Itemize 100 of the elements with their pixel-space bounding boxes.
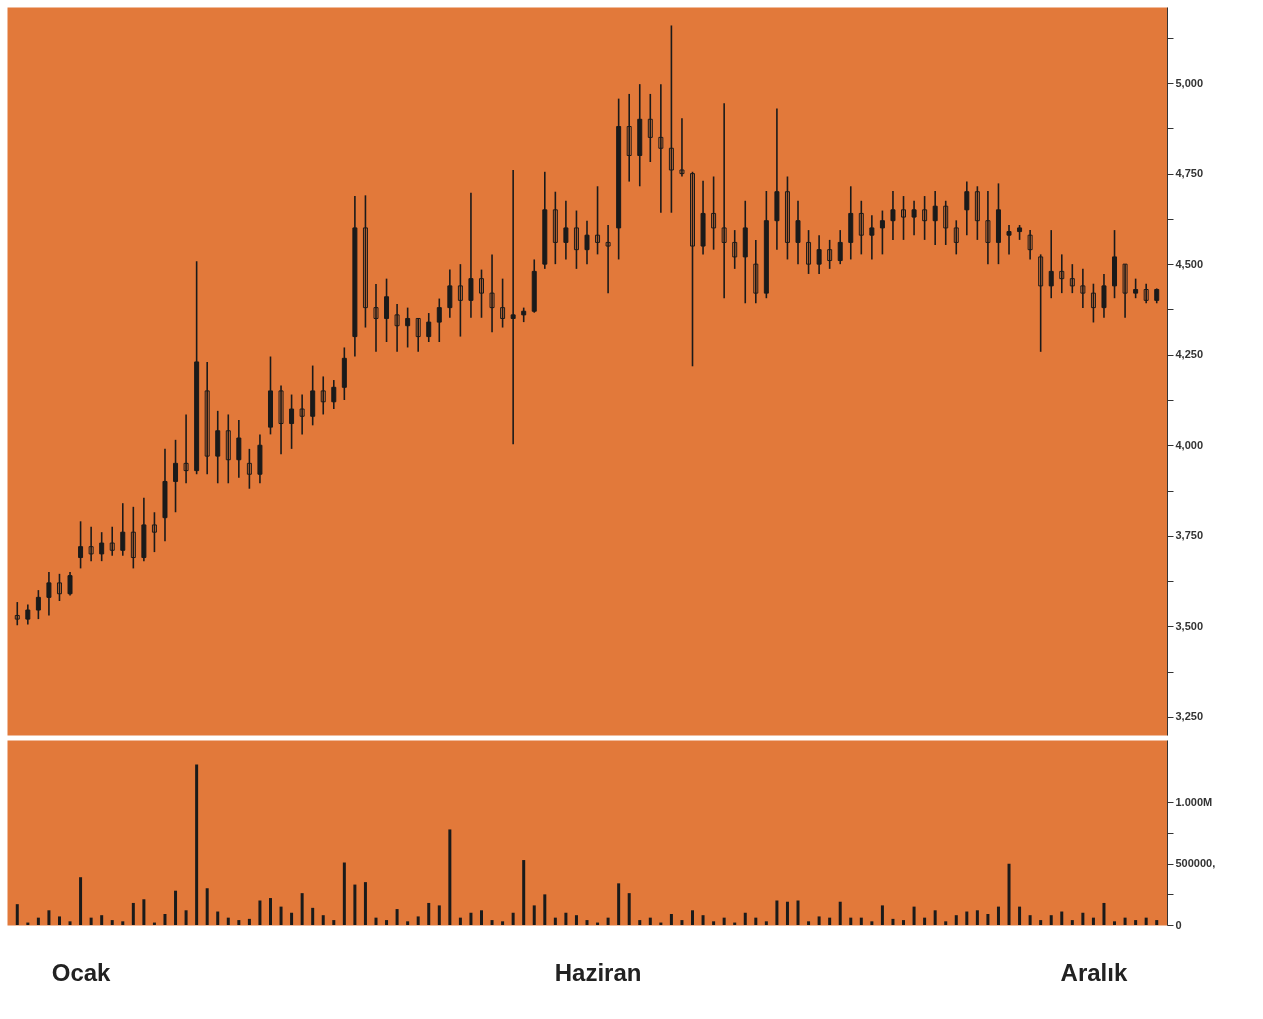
bar <box>321 915 325 925</box>
candlestick <box>246 448 252 490</box>
bar <box>416 916 420 925</box>
bar <box>300 893 304 925</box>
y-tick-label: 4,750 <box>1175 167 1204 180</box>
candlestick <box>658 83 664 214</box>
bar <box>110 920 114 925</box>
candlestick <box>278 384 284 456</box>
candlestick <box>394 303 400 353</box>
candlestick <box>943 199 949 246</box>
y-tick-label: 4,250 <box>1175 348 1204 361</box>
bar <box>363 882 367 925</box>
bar <box>522 860 526 925</box>
bar <box>785 901 789 925</box>
bar <box>585 920 589 925</box>
bar <box>427 902 431 925</box>
candlestick <box>1122 263 1128 319</box>
bar <box>226 917 230 925</box>
candlestick <box>46 571 52 617</box>
bar <box>849 917 853 925</box>
candlestick <box>732 229 738 270</box>
candlestick <box>489 253 495 334</box>
candlestick <box>552 190 558 265</box>
bar <box>891 918 895 925</box>
candlestick <box>922 195 928 241</box>
candlestick <box>573 209 579 270</box>
candlestick <box>479 268 484 319</box>
candlestick <box>500 277 506 329</box>
y-tick-label: 4,500 <box>1175 257 1204 270</box>
x-tick-label: Ocak <box>51 958 112 986</box>
bar <box>184 910 188 925</box>
candlestick <box>236 419 242 479</box>
bar <box>954 915 958 925</box>
bar <box>1028 915 1032 925</box>
bar <box>406 921 410 925</box>
candlestick <box>1080 268 1086 309</box>
bar <box>870 921 874 925</box>
bar <box>564 912 568 925</box>
candlestick <box>299 393 305 436</box>
candlestick <box>225 413 231 485</box>
candlestick <box>426 312 432 343</box>
bar <box>796 900 800 925</box>
candlestick <box>25 603 31 626</box>
x-tick-label: Aralık <box>1060 958 1128 986</box>
bar <box>448 829 452 925</box>
bar <box>807 921 811 925</box>
bar <box>131 902 135 925</box>
bar <box>859 917 863 925</box>
candlestick <box>932 190 938 246</box>
candlestick <box>289 393 295 450</box>
bar <box>543 894 547 925</box>
candlestick <box>827 239 833 270</box>
bar <box>385 920 389 925</box>
candlestick <box>1059 253 1065 294</box>
bar <box>627 893 631 925</box>
candlestick <box>1027 229 1033 261</box>
y-tick-label: 3,500 <box>1175 619 1204 632</box>
bar <box>311 907 315 925</box>
candlestick <box>320 375 326 416</box>
bar <box>691 910 694 925</box>
bar <box>1081 912 1085 925</box>
bar <box>458 917 462 925</box>
candlestick <box>436 297 442 343</box>
y-tick-label: 500000, <box>1175 857 1216 870</box>
bar <box>743 912 747 925</box>
candlestick <box>35 589 41 620</box>
bar <box>701 915 705 925</box>
bar <box>1134 920 1138 925</box>
candlestick <box>56 573 62 602</box>
candlestick <box>384 277 390 343</box>
candlestick <box>595 185 601 256</box>
bar <box>79 877 83 925</box>
x-tick-label: Haziran <box>554 958 642 986</box>
candlestick <box>183 413 189 485</box>
candlestick <box>626 93 632 183</box>
candlestick <box>78 520 84 570</box>
candlestick <box>721 102 727 299</box>
bar <box>933 910 937 925</box>
bar <box>163 913 167 925</box>
candlestick <box>1133 277 1139 299</box>
candlestick <box>362 194 368 329</box>
candlestick <box>879 209 885 256</box>
bar <box>574 915 578 925</box>
candlestick <box>1048 229 1054 299</box>
y-tick-label: 1.000M <box>1175 795 1213 808</box>
candlestick <box>457 263 463 338</box>
candlestick <box>890 190 896 241</box>
bar <box>216 911 220 925</box>
bar <box>923 917 927 925</box>
bar <box>648 917 652 925</box>
candlestick <box>795 199 801 265</box>
bar <box>1102 902 1106 925</box>
bar <box>47 910 51 925</box>
bar <box>996 906 1000 925</box>
bar <box>764 921 768 925</box>
bar <box>290 912 294 925</box>
bar <box>902 920 906 925</box>
candlestick <box>985 190 991 265</box>
bar <box>195 764 199 925</box>
y-tick-label: 3,250 <box>1175 710 1204 723</box>
